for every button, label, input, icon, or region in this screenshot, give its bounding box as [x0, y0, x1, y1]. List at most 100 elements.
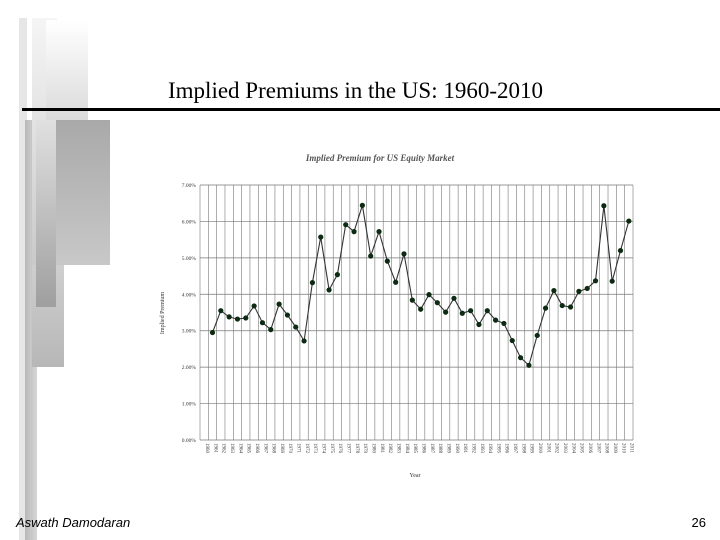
x-tick-label: 1980 — [371, 443, 376, 454]
x-tick-label: 2011 — [629, 443, 634, 453]
data-point-1984 — [401, 251, 407, 257]
data-point-1987 — [426, 292, 432, 298]
y-tick-label: 1.00% — [182, 402, 197, 408]
data-point-2000 — [534, 332, 540, 339]
x-tick-label: 1960 — [204, 443, 209, 454]
data-point-1970 — [284, 312, 291, 318]
data-point-1983 — [393, 279, 399, 285]
y-tick-label: 6.00% — [182, 219, 197, 225]
data-point-1963 — [226, 314, 232, 320]
data-point-2003 — [559, 302, 565, 309]
data-point-1976 — [334, 272, 340, 278]
implied-premium-chart: Implied Premium for US Equity Market 0.0… — [160, 153, 634, 479]
x-tick-label: 1966 — [254, 443, 259, 454]
data-point-1972 — [301, 338, 307, 344]
data-point-2008 — [601, 203, 607, 209]
data-point-1973 — [309, 280, 316, 286]
x-axis-ticks: 1960 1961 1962 1963 1964 1965 1966 1967 1968 1969… — [204, 443, 634, 454]
x-tick-label: 1985 — [412, 443, 417, 454]
data-point-1969 — [276, 301, 282, 307]
x-tick-label: 1979 — [362, 443, 367, 454]
x-tick-label: 2009 — [612, 443, 617, 454]
data-point-1965 — [243, 315, 249, 321]
x-tick-label: 1983 — [395, 443, 400, 454]
data-point-1978 — [351, 229, 357, 235]
x-tick-label: 1967 — [262, 443, 267, 454]
data-point-1997 — [509, 337, 515, 344]
data-point-2009 — [609, 278, 615, 284]
data-point-2001 — [542, 305, 549, 311]
x-tick-label: 1988 — [437, 443, 442, 454]
data-point-1991 — [459, 310, 465, 316]
data-point-1996 — [501, 320, 507, 327]
x-tick-label: 1986 — [420, 443, 425, 454]
data-point-1981 — [376, 229, 382, 235]
y-axis-ticks: 0.00% 1.00% 2.00% 3.00% 4.00% 5.00% 6.00% 7.00% — [182, 183, 197, 444]
x-tick-label: 1964 — [237, 443, 242, 454]
decor-bar-7 — [36, 120, 56, 307]
data-point-1971 — [293, 324, 299, 330]
title-divider — [22, 108, 720, 111]
x-tick-label: 1995 — [495, 443, 500, 454]
x-tick-label: 2001 — [545, 443, 550, 454]
x-tick-label: 1993 — [479, 443, 484, 454]
data-point-2006 — [584, 285, 590, 292]
x-tick-label: 1965 — [246, 443, 251, 454]
y-tick-label: 7.00% — [182, 183, 197, 189]
x-tick-label: 1978 — [354, 443, 359, 454]
data-point-1967 — [259, 320, 266, 326]
y-tick-label: 4.00% — [182, 292, 197, 298]
data-point-2010 — [617, 247, 624, 254]
x-tick-label: 2000 — [537, 443, 542, 454]
data-point-2005 — [576, 288, 582, 294]
x-tick-label: 2005 — [579, 443, 584, 454]
x-tick-label: 1976 — [337, 443, 342, 454]
slide-title: Implied Premiums in the US: 1960-2010 — [168, 78, 544, 103]
data-point-1975 — [326, 287, 332, 293]
data-point-1964 — [234, 316, 241, 322]
data-point-1986 — [418, 306, 424, 312]
data-point-2007 — [592, 278, 599, 284]
x-tick-label: 1997 — [512, 443, 517, 454]
data-point-1998 — [517, 355, 524, 361]
x-tick-label: 1975 — [329, 443, 334, 454]
chart-title: Implied Premium for US Equity Market — [305, 153, 455, 163]
data-point-1992 — [468, 308, 474, 314]
x-tick-label: 1990 — [454, 443, 459, 454]
x-tick-label: 1994 — [487, 443, 492, 454]
x-tick-label: 1962 — [221, 443, 226, 454]
decor-bar-5 — [56, 120, 110, 265]
data-point-1961 — [209, 329, 216, 336]
data-point-1966 — [251, 303, 257, 309]
x-tick-label: 1969 — [279, 443, 284, 454]
data-point-1988 — [434, 300, 440, 306]
data-point-1994 — [484, 308, 490, 314]
footer-author: Aswath Damodaran — [16, 515, 131, 530]
data-point-2002 — [551, 288, 557, 294]
data-point-1999 — [526, 362, 532, 368]
x-tick-label: 1998 — [520, 443, 525, 454]
data-point-2011 — [626, 218, 632, 224]
x-tick-label: 2006 — [587, 443, 592, 454]
data-point-1995 — [493, 317, 499, 323]
x-tick-label: 1973 — [312, 443, 317, 454]
x-tick-label: 1984 — [404, 443, 409, 454]
y-axis-label: Implied Premium — [160, 292, 166, 334]
x-tick-label: 2008 — [604, 443, 609, 454]
x-tick-label: 2003 — [562, 443, 567, 454]
x-tick-label: 1961 — [212, 443, 217, 454]
x-tick-label: 1974 — [321, 443, 326, 454]
x-tick-label: 1968 — [271, 443, 276, 454]
x-tick-label: 1963 — [229, 443, 234, 454]
y-tick-label: 2.00% — [182, 365, 197, 371]
data-point-1977 — [343, 222, 349, 228]
page-number: 26 — [691, 515, 706, 530]
x-tick-label: 1971 — [296, 443, 301, 454]
decor-bar-1 — [19, 18, 27, 540]
data-point-1982 — [384, 258, 390, 264]
data-point-2004 — [567, 304, 574, 310]
data-point-1990 — [451, 295, 457, 301]
x-tick-label: 1977 — [346, 443, 351, 454]
x-tick-label: 1970 — [287, 443, 292, 454]
x-tick-label: 2007 — [595, 443, 600, 454]
